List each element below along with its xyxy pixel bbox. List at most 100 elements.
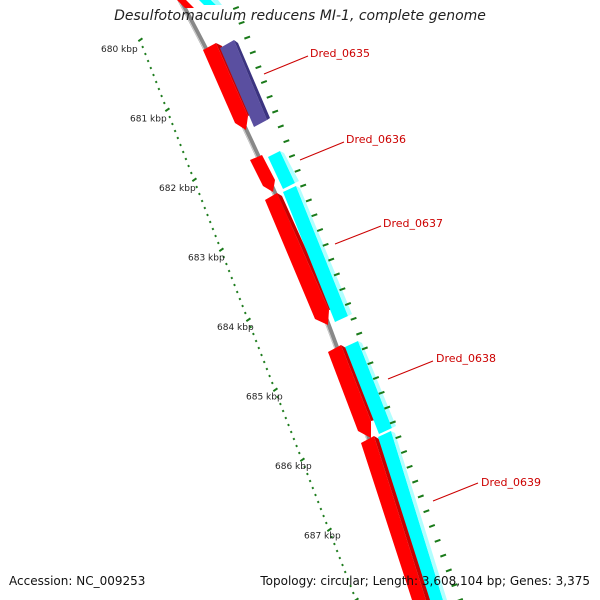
scale-dot [144, 52, 147, 56]
scale-dot [349, 584, 352, 588]
scale-dot [214, 234, 217, 238]
leader-line-dred-0638 [387, 360, 434, 380]
genome-summary-text: Topology: circular; Length: 3,608,104 bp… [260, 574, 590, 588]
tick-label-681: 681 kbp [130, 115, 167, 125]
scale-dot [265, 367, 269, 371]
tick-label-685: 685 kbp [246, 393, 283, 403]
scale-dot [297, 451, 301, 455]
scale-dot [346, 577, 350, 581]
outer-scale-tick [260, 80, 268, 84]
outer-scale-tick [367, 361, 374, 366]
scale-dot [164, 107, 171, 112]
scale-dot [284, 416, 288, 420]
scale-dot [341, 563, 344, 567]
scale-dot [287, 423, 290, 427]
outer-scale-tick [406, 464, 413, 469]
outer-scale-tick [378, 390, 385, 395]
scale-dot [173, 129, 177, 133]
genome-backbone-highlight [177, 0, 419, 600]
outer-scale-tick [339, 287, 346, 292]
feature-purple [220, 40, 267, 127]
scale-dot [216, 241, 220, 245]
scale-dot [187, 164, 190, 168]
scale-dot [211, 227, 215, 231]
gene-dred-0636-arrow[interactable] [250, 155, 275, 192]
tick-label-682: 682 kbp [159, 184, 196, 194]
scale-dot [149, 66, 153, 70]
gene-label-dred-0636[interactable]: Dred_0636 [346, 133, 406, 146]
outer-scale-tick [255, 65, 262, 70]
scale-dot [137, 37, 144, 42]
scale-dot [314, 493, 317, 497]
scale-dot [252, 332, 255, 336]
tick-label-687: 687 kbp [304, 532, 341, 542]
scale-dot [176, 136, 180, 140]
outer-scale-tick [311, 213, 318, 218]
feature-cyan-0636 [268, 151, 295, 189]
scale-dot [184, 157, 188, 161]
scale-dot [279, 402, 282, 406]
outer-scale-tick [277, 124, 284, 129]
scale-dot [335, 549, 339, 553]
scale-dot [154, 80, 158, 84]
scale-dot [222, 255, 226, 259]
scale-dot [249, 325, 253, 329]
scale-dot [303, 465, 307, 469]
scale-dot [311, 486, 315, 490]
scale-dot [195, 185, 199, 189]
gene-dred-0639-arrow[interactable] [361, 436, 426, 600]
gene-dred-0638-arrow[interactable] [328, 345, 371, 438]
gene-label-dred-0637[interactable]: Dred_0637 [383, 217, 443, 230]
gene-label-dred-0638[interactable]: Dred_0638 [436, 352, 496, 365]
scale-dot [230, 276, 234, 280]
feature-cyan-0638 [345, 341, 392, 434]
outer-scale-tick [423, 509, 430, 514]
gene-label-dred-0635[interactable]: Dred_0635 [310, 47, 370, 60]
outer-scale-tick [384, 405, 391, 410]
outer-scale-tick [434, 538, 441, 543]
scale-dot [241, 304, 244, 308]
kbp-tick-labels: 680 kbp 681 kbp 682 kbp 683 kbp 684 kbp 685 k… [101, 45, 341, 542]
feature-cyan-0637 [283, 186, 348, 322]
scale-dot [141, 45, 145, 49]
scale-dot [206, 213, 209, 217]
gene-label-dred-0639[interactable]: Dred_0639 [481, 476, 541, 489]
feature-cyan-0639 [378, 431, 443, 600]
scale-dot [257, 346, 261, 350]
leader-line-dred-0636 [299, 141, 345, 161]
scale-dot [330, 535, 334, 539]
outer-scale-tick [445, 568, 452, 573]
scale-dot [162, 101, 166, 105]
outer-scale-tick [294, 168, 301, 173]
scale-dot [268, 374, 271, 378]
outer-scale-dots [232, 6, 464, 600]
outer-scale-tick [333, 272, 340, 277]
scale-dot [171, 122, 174, 126]
outer-scale-tick [350, 316, 357, 321]
outer-scale-tick [266, 94, 273, 99]
scale-dot [225, 262, 228, 266]
scale-dot [276, 395, 280, 399]
scale-dot [338, 556, 342, 560]
accession-text: Accession: NC_009253 [9, 574, 146, 588]
outer-scale-tick [322, 242, 329, 247]
outer-scale-tick [300, 183, 307, 188]
gene-dred-0635-arrow[interactable] [203, 43, 248, 130]
kbp-scale-dots [137, 37, 360, 600]
outer-scale-tick [328, 257, 335, 262]
outer-scale-tick [283, 139, 290, 144]
scale-dot [254, 339, 258, 343]
gene-dred-0637-arrow[interactable] [265, 193, 329, 325]
scale-dot [308, 479, 312, 483]
outer-scale-tick [451, 583, 458, 588]
scale-dot [233, 283, 236, 287]
scale-dot [281, 409, 285, 413]
feature-cyan-0639-light [391, 431, 447, 600]
scale-dot [168, 115, 172, 119]
outer-scale-tick [244, 35, 251, 40]
feature-cyan-0638-light [358, 341, 396, 428]
scale-dot [203, 206, 207, 210]
scale-dot [179, 143, 182, 147]
tick-label-683: 683 kbp [188, 254, 225, 264]
scale-dot [351, 591, 355, 595]
